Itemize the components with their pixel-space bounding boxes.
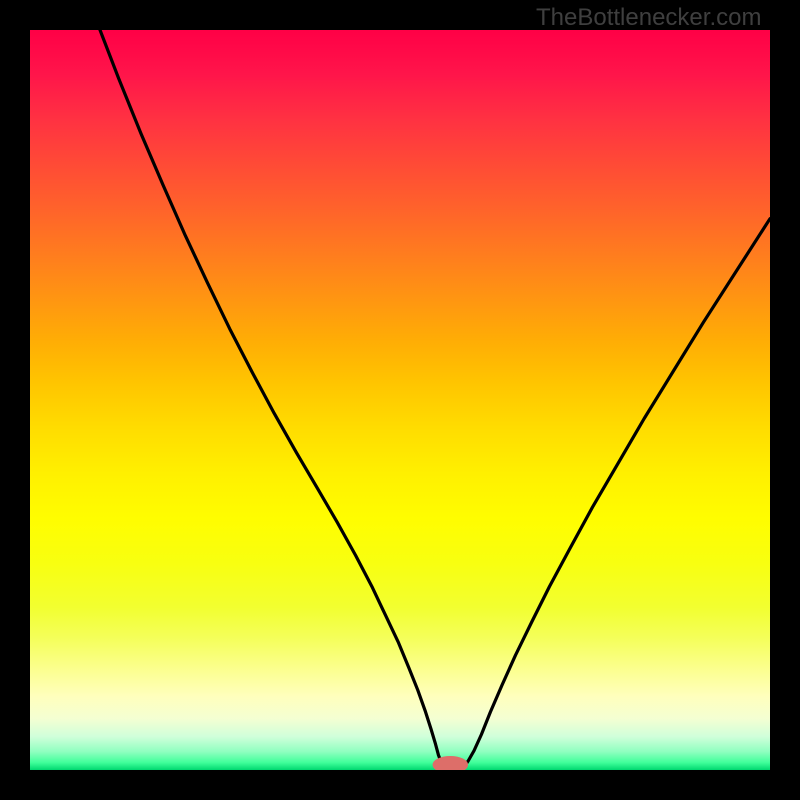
- bottleneck-chart: [30, 30, 770, 770]
- gradient-background: [30, 30, 770, 770]
- watermark-text: TheBottlenecker.com: [536, 4, 761, 32]
- plot-area: [30, 30, 770, 770]
- chart-frame: TheBottlenecker.com: [0, 0, 800, 800]
